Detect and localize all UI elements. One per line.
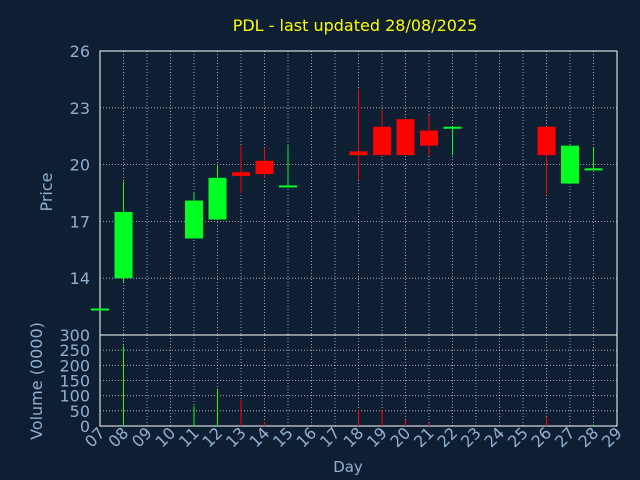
volume-tick-label: 0 <box>80 417 90 436</box>
candle-body <box>349 151 368 156</box>
candle-body <box>584 168 603 171</box>
candle-body <box>91 308 109 311</box>
candle-body <box>537 126 556 156</box>
volume-tick-label: 250 <box>59 341 90 360</box>
volume-tick-label: 100 <box>59 387 90 406</box>
candle-body <box>208 177 227 220</box>
x-axis-label: Day <box>333 458 363 476</box>
volume-tick-label: 150 <box>59 372 90 391</box>
candle-body <box>279 185 297 188</box>
volume-tick-label: 300 <box>59 326 90 345</box>
candle-body <box>185 200 203 239</box>
price-axis-label: Price <box>37 172 56 211</box>
volume-tick-label: 50 <box>70 402 90 421</box>
price-tick-label: 14 <box>70 269 90 288</box>
price-tick-label: 20 <box>70 156 90 175</box>
candle-body <box>561 145 579 184</box>
volume-axis-label: Volume (0000) <box>27 322 46 440</box>
x-axis: 0708091011121314151617181920212223242526… <box>81 423 626 451</box>
candle-body <box>114 211 133 279</box>
x-tick-label: 29 <box>598 423 626 451</box>
price-tick-label: 23 <box>70 99 90 118</box>
price-tick-label: 17 <box>70 212 90 231</box>
chart-title: PDL - last updated 28/08/2025 <box>233 16 478 35</box>
candle-body <box>396 119 415 156</box>
price-tick-label: 26 <box>70 42 90 61</box>
candle-body <box>420 130 438 146</box>
candle-body <box>232 172 250 176</box>
price-panel: 14 17 20 23 26 <box>70 42 618 336</box>
candle-body <box>255 160 274 175</box>
candle-body <box>443 126 462 129</box>
volume-tick-label: 200 <box>59 356 90 375</box>
candle-body <box>373 126 391 156</box>
